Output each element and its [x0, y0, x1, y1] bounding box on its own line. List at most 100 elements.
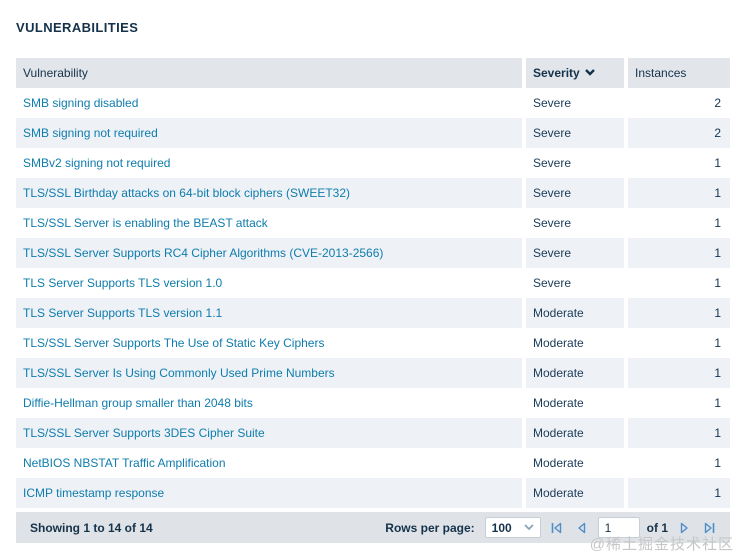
pagination-controls: Rows per page: 100 of 1	[385, 517, 718, 538]
vulnerability-cell: TLS/SSL Server Supports The Use of Stati…	[16, 328, 524, 358]
column-header-severity[interactable]: Severity	[522, 58, 626, 88]
page-count-label: of 1	[646, 520, 668, 535]
vulnerability-cell: SMB signing disabled	[16, 88, 524, 118]
severity-cell: Severe	[522, 268, 626, 298]
instances-cell: 1	[624, 328, 730, 358]
rows-per-page-label: Rows per page:	[385, 520, 475, 535]
table-row: SMB signing disabled Severe 2	[16, 88, 730, 118]
table-row: Diffie-Hellman group smaller than 2048 b…	[16, 388, 730, 418]
first-page-icon	[551, 522, 561, 533]
instances-cell: 1	[624, 268, 730, 298]
table-row: TLS/SSL Server Supports RC4 Cipher Algor…	[16, 238, 730, 268]
next-page-button[interactable]	[675, 519, 693, 537]
vulnerability-link[interactable]: TLS/SSL Birthday attacks on 64-bit block…	[23, 186, 351, 200]
instances-cell: 2	[624, 88, 730, 118]
instances-cell: 1	[624, 358, 730, 388]
vulnerability-link[interactable]: SMBv2 signing not required	[23, 156, 171, 170]
previous-page-button[interactable]	[573, 519, 591, 537]
severity-cell: Moderate	[522, 388, 626, 418]
table-row: SMB signing not required Severe 2	[16, 118, 730, 148]
rows-per-page-select[interactable]: 100	[484, 517, 541, 538]
column-header-vulnerability-label: Vulnerability	[23, 66, 88, 80]
table-footer: Showing 1 to 14 of 14 Rows per page: 100…	[16, 512, 730, 543]
vulnerability-cell: ICMP timestamp response	[16, 478, 524, 508]
severity-cell: Moderate	[522, 448, 626, 478]
severity-cell: Severe	[522, 208, 626, 238]
severity-cell: Moderate	[522, 358, 626, 388]
vulnerability-cell: SMBv2 signing not required	[16, 148, 524, 178]
table-row: NetBIOS NBSTAT Traffic Amplification Mod…	[16, 448, 730, 478]
table-row: TLS/SSL Server Is Using Commonly Used Pr…	[16, 358, 730, 388]
severity-cell: Severe	[522, 148, 626, 178]
vulnerability-cell: SMB signing not required	[16, 118, 524, 148]
table-row: TLS/SSL Birthday attacks on 64-bit block…	[16, 178, 730, 208]
vulnerability-cell: TLS/SSL Server Supports RC4 Cipher Algor…	[16, 238, 524, 268]
table-row: ICMP timestamp response Moderate 1	[16, 478, 730, 508]
vulnerability-cell: TLS/SSL Server Supports 3DES Cipher Suit…	[16, 418, 524, 448]
vulnerability-cell: TLS/SSL Birthday attacks on 64-bit block…	[16, 178, 524, 208]
table-row: SMBv2 signing not required Severe 1	[16, 148, 730, 178]
instances-cell: 1	[624, 178, 730, 208]
vulnerability-link[interactable]: TLS/SSL Server Supports RC4 Cipher Algor…	[23, 246, 384, 260]
vulnerability-link[interactable]: SMB signing disabled	[23, 96, 139, 110]
first-page-button[interactable]	[548, 519, 566, 537]
vulnerability-link[interactable]: ICMP timestamp response	[23, 486, 165, 500]
chevron-down-icon	[524, 524, 534, 531]
vulnerability-cell: TLS/SSL Server Is Using Commonly Used Pr…	[16, 358, 524, 388]
table-row: TLS/SSL Server Supports The Use of Stati…	[16, 328, 730, 358]
instances-cell: 1	[624, 448, 730, 478]
vulnerability-cell: Diffie-Hellman group smaller than 2048 b…	[16, 388, 524, 418]
table-body: SMB signing disabled Severe 2 SMB signin…	[16, 88, 730, 508]
column-header-instances[interactable]: Instances	[624, 58, 730, 88]
instances-cell: 1	[624, 148, 730, 178]
severity-cell: Severe	[522, 238, 626, 268]
table-row: TLS Server Supports TLS version 1.0 Seve…	[16, 268, 730, 298]
instances-cell: 1	[624, 478, 730, 508]
instances-cell: 1	[624, 208, 730, 238]
table-row: TLS/SSL Server is enabling the BEAST att…	[16, 208, 730, 238]
vulnerability-cell: TLS/SSL Server is enabling the BEAST att…	[16, 208, 524, 238]
vulnerability-link[interactable]: TLS/SSL Server Is Using Commonly Used Pr…	[23, 366, 335, 380]
instances-cell: 2	[624, 118, 730, 148]
vulnerability-link[interactable]: TLS Server Supports TLS version 1.0	[23, 276, 223, 290]
showing-summary: Showing 1 to 14 of 14	[30, 520, 153, 535]
vulnerability-link[interactable]: NetBIOS NBSTAT Traffic Amplification	[23, 456, 226, 470]
instances-cell: 1	[624, 388, 730, 418]
severity-cell: Moderate	[522, 298, 626, 328]
severity-cell: Moderate	[522, 328, 626, 358]
column-header-severity-label: Severity	[533, 66, 580, 80]
vulnerability-link[interactable]: TLS/SSL Server is enabling the BEAST att…	[23, 216, 268, 230]
instances-cell: 1	[624, 418, 730, 448]
vulnerability-link[interactable]: TLS/SSL Server Supports 3DES Cipher Suit…	[23, 426, 265, 440]
vulnerability-cell: TLS Server Supports TLS version 1.0	[16, 268, 524, 298]
watermark: @稀土掘金技术社区	[589, 536, 734, 553]
table-header-row: Vulnerability Severity Instances	[16, 58, 730, 88]
column-header-vulnerability[interactable]: Vulnerability	[16, 58, 524, 88]
rows-per-page-value: 100	[491, 520, 512, 535]
vulnerability-cell: TLS Server Supports TLS version 1.1	[16, 298, 524, 328]
page-number-input[interactable]	[597, 517, 640, 538]
previous-page-icon	[577, 522, 585, 533]
next-page-icon	[680, 522, 688, 533]
vulnerability-cell: NetBIOS NBSTAT Traffic Amplification	[16, 448, 524, 478]
last-page-button[interactable]	[700, 519, 718, 537]
instances-cell: 1	[624, 238, 730, 268]
vulnerability-link[interactable]: Diffie-Hellman group smaller than 2048 b…	[23, 396, 253, 410]
severity-cell: Moderate	[522, 478, 626, 508]
table-row: TLS/SSL Server Supports 3DES Cipher Suit…	[16, 418, 730, 448]
severity-cell: Severe	[522, 178, 626, 208]
instances-cell: 1	[624, 298, 730, 328]
page-title: VULNERABILITIES	[16, 20, 139, 35]
last-page-icon	[704, 522, 715, 533]
table-row: TLS Server Supports TLS version 1.1 Mode…	[16, 298, 730, 328]
severity-cell: Moderate	[522, 418, 626, 448]
vulnerability-link[interactable]: TLS Server Supports TLS version 1.1	[23, 306, 223, 320]
vulnerability-link[interactable]: SMB signing not required	[23, 126, 158, 140]
column-header-instances-label: Instances	[635, 66, 687, 80]
severity-cell: Severe	[522, 88, 626, 118]
vulnerability-link[interactable]: TLS/SSL Server Supports The Use of Stati…	[23, 336, 325, 350]
sort-desc-icon	[584, 69, 595, 76]
severity-cell: Severe	[522, 118, 626, 148]
vulnerabilities-panel: VULNERABILITIES Vulnerability Severity I…	[16, 20, 730, 543]
vulnerabilities-table: Vulnerability Severity Instances SMB sig…	[16, 58, 730, 508]
